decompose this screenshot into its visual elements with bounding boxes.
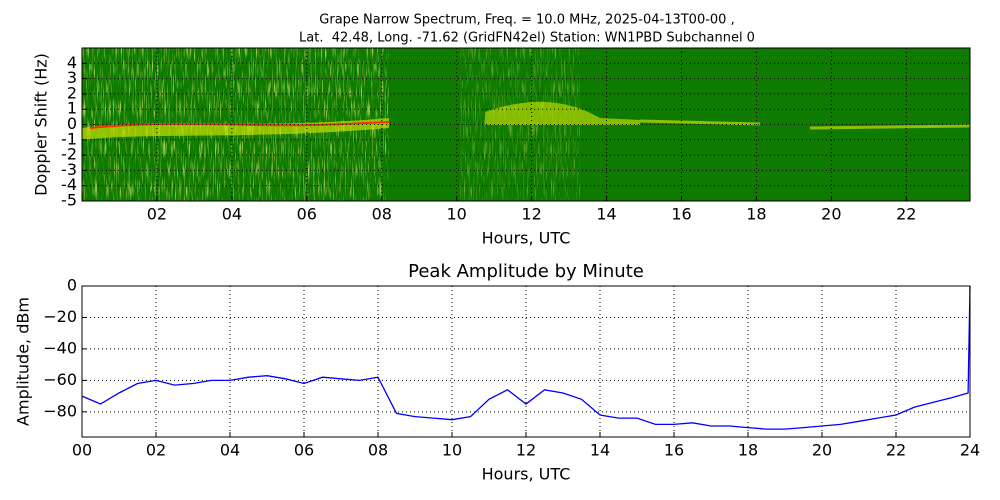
- x-tick-label: 02: [147, 205, 167, 224]
- plot-frame: [81, 285, 971, 438]
- y-tick-label: 1: [67, 99, 77, 118]
- x-tick-label: 02: [146, 441, 166, 460]
- y-tick-label: −60: [43, 370, 77, 389]
- x-tick-label: 04: [220, 441, 240, 460]
- x-tick-label: 14: [590, 441, 610, 460]
- x-tick-label: 12: [516, 441, 536, 460]
- x-tick-label: 08: [368, 441, 388, 460]
- y-tick-label: 2: [67, 83, 77, 102]
- y-tick-label: -1: [61, 129, 77, 148]
- x-tick-label: 06: [294, 441, 314, 460]
- x-tick-label: 14: [596, 205, 616, 224]
- x-tick-label: 16: [664, 441, 684, 460]
- y-tick-label: 0: [67, 276, 77, 295]
- signal-band: [639, 119, 970, 130]
- plot-frame: [81, 47, 971, 202]
- chart-title: Peak Amplitude by Minute: [408, 261, 644, 282]
- x-tick-label: 10: [442, 441, 462, 460]
- signal-band: [82, 118, 389, 140]
- y-axis-label: Amplitude, dBm: [14, 297, 33, 426]
- y-axis-label: Doppler Shift (Hz): [32, 53, 51, 196]
- x-tick-label: 10: [447, 205, 467, 224]
- x-tick-label: 18: [746, 205, 766, 224]
- x-tick-label: 12: [521, 205, 541, 224]
- y-tick-label: 4: [67, 53, 77, 72]
- x-axis-label: Hours, UTC: [482, 465, 571, 484]
- y-tick-label: 3: [67, 68, 77, 87]
- x-tick-label: 24: [960, 441, 980, 460]
- signal-band: [485, 101, 640, 125]
- x-tick-label: 20: [821, 205, 841, 224]
- x-axis-label: Hours, UTC: [482, 229, 571, 248]
- y-tick-label: -3: [61, 160, 77, 179]
- y-tick-label: −40: [43, 338, 77, 357]
- signal-trace: [89, 121, 390, 129]
- y-tick-label: -5: [61, 191, 77, 210]
- x-tick-label: 06: [297, 205, 317, 224]
- x-tick-label: 22: [896, 205, 916, 224]
- x-tick-label: 18: [738, 441, 758, 460]
- x-tick-label: 16: [671, 205, 691, 224]
- x-tick-label: 22: [886, 441, 906, 460]
- x-tick-label: 00: [72, 441, 92, 460]
- amplitude-line: [81, 285, 971, 430]
- y-tick-label: -2: [61, 145, 77, 164]
- y-tick-label: −20: [43, 307, 77, 326]
- x-tick-label: 20: [812, 441, 832, 460]
- x-tick-label: 04: [222, 205, 242, 224]
- title-line: Grape Narrow Spectrum, Freq. = 10.0 MHz,…: [319, 13, 734, 28]
- title-line: Lat. 42.48, Long. -71.62 (GridFN42el) St…: [299, 31, 755, 46]
- y-tick-label: −80: [43, 401, 77, 420]
- y-tick-label: 0: [67, 114, 77, 133]
- x-tick-label: 08: [372, 205, 392, 224]
- y-tick-label: -4: [61, 175, 77, 194]
